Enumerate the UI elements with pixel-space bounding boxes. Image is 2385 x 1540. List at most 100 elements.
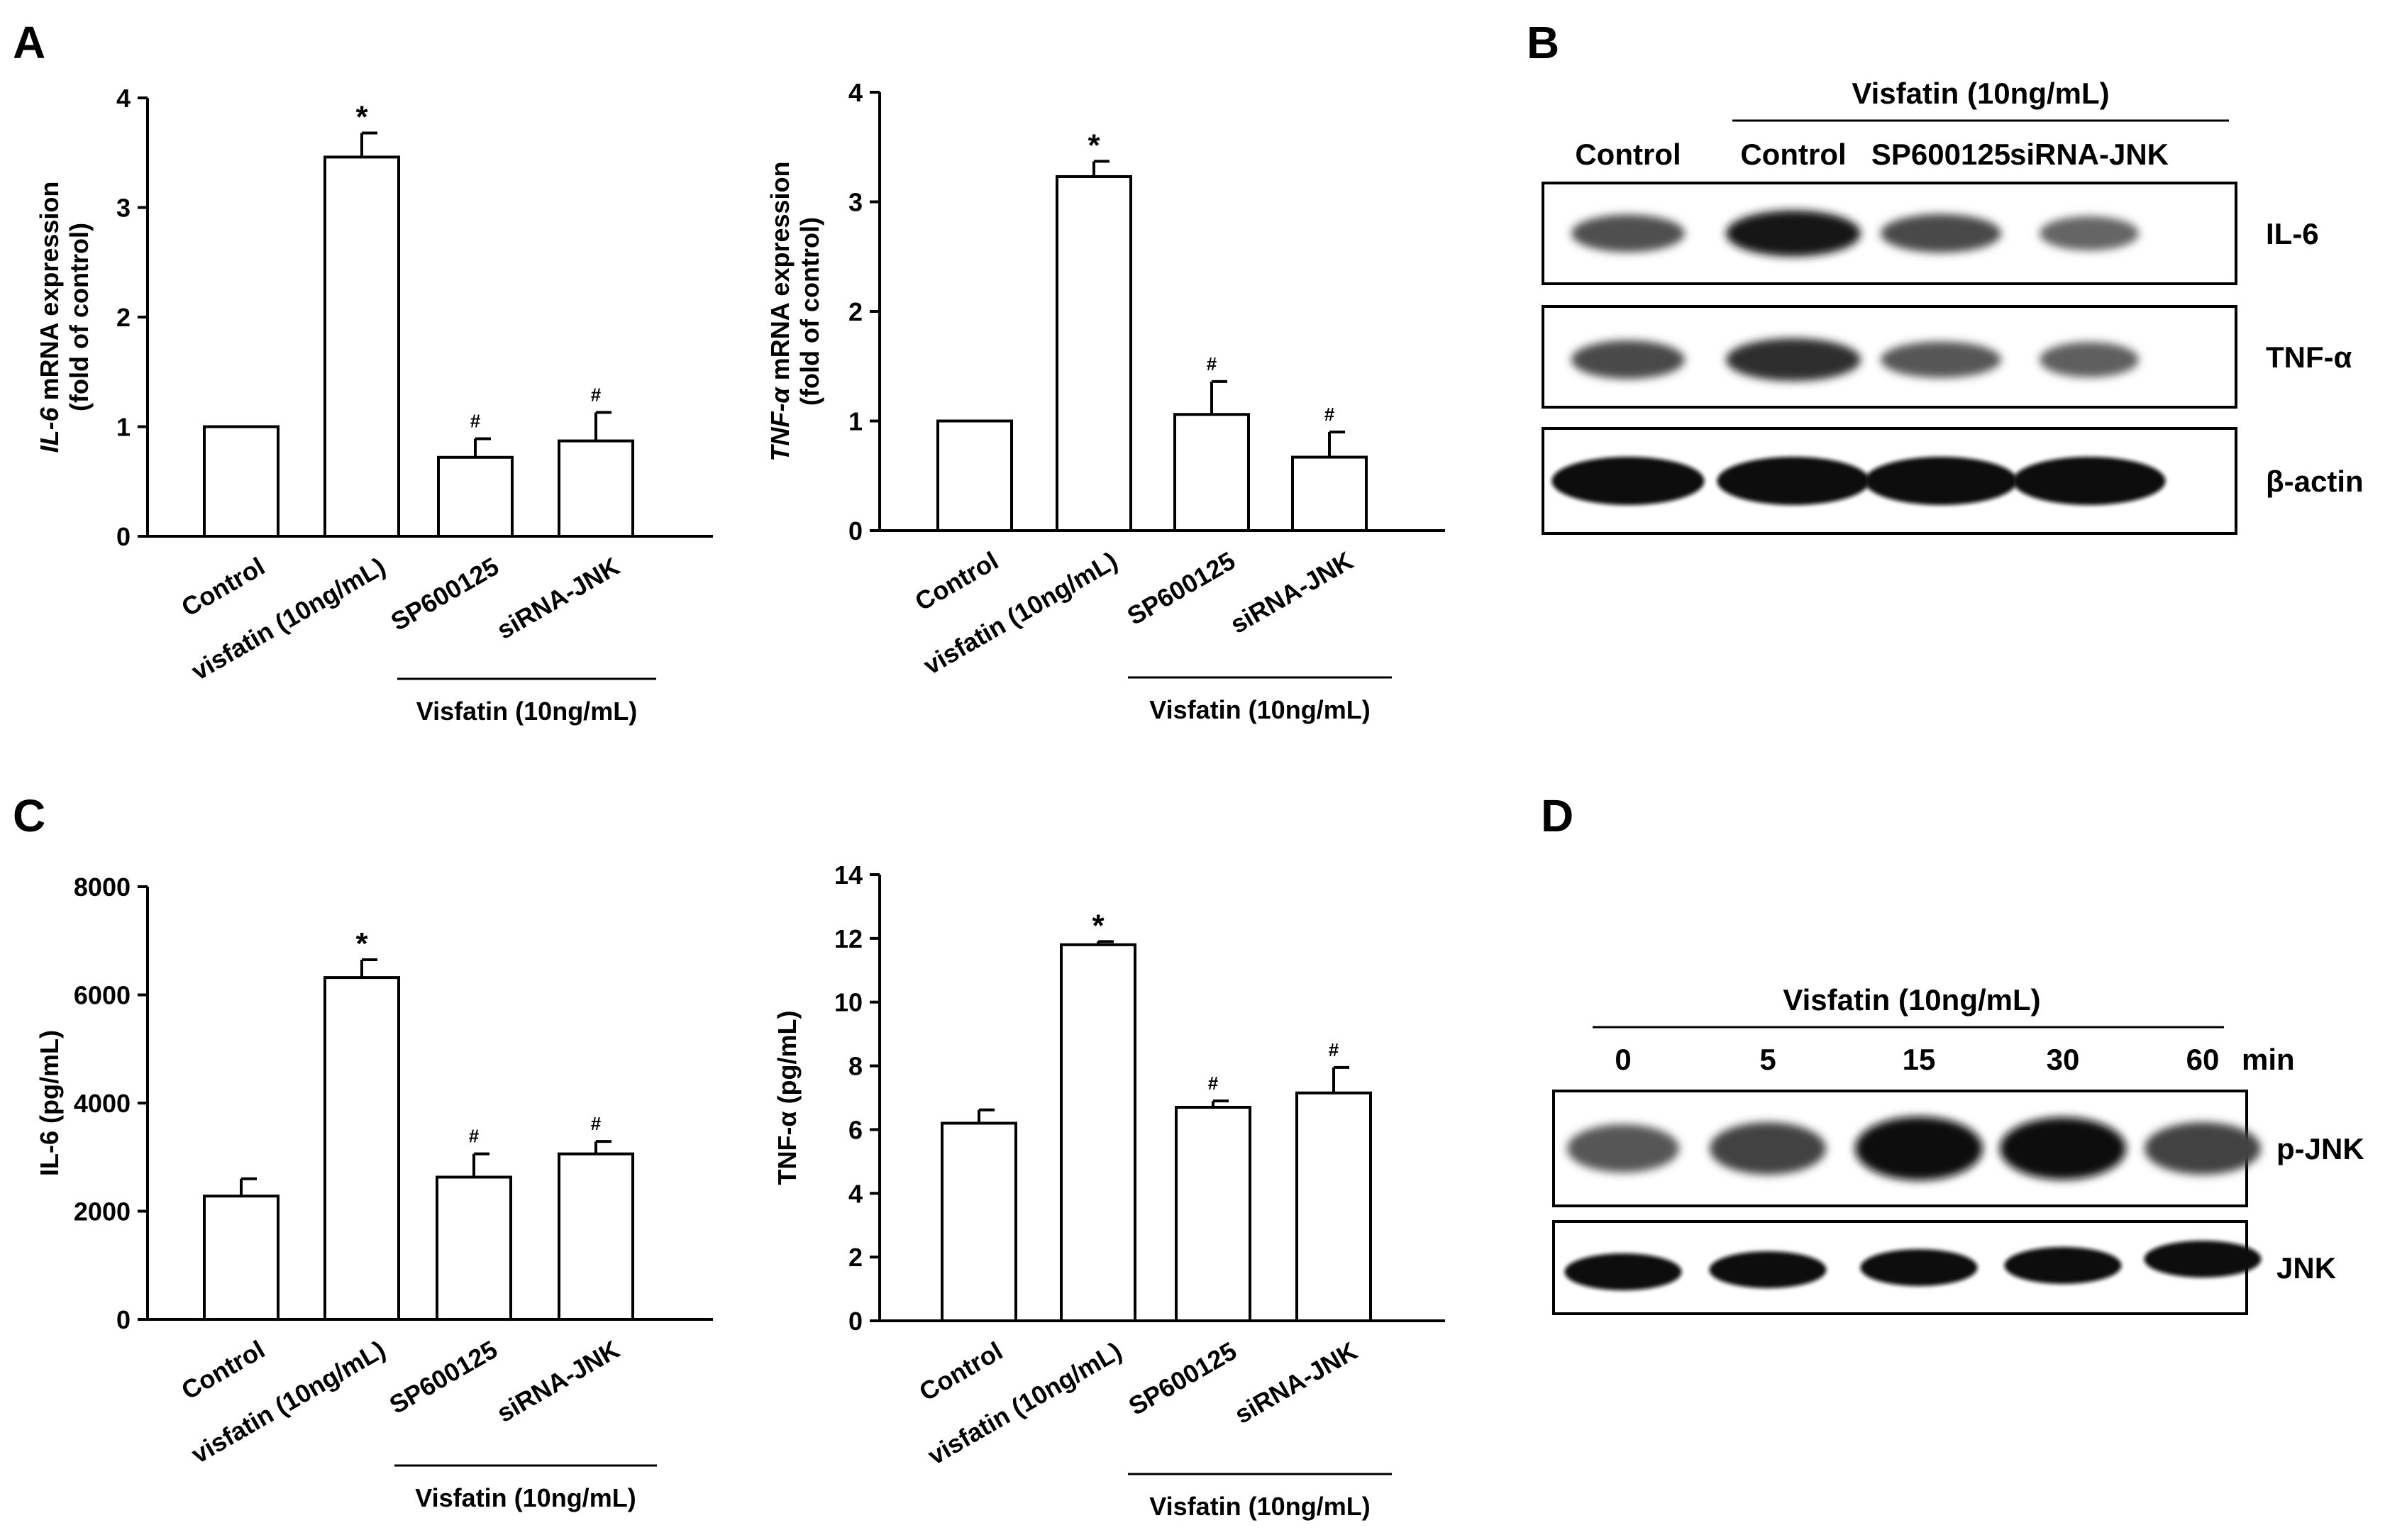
y-axis-label-2: (fold of control): [65, 223, 94, 411]
band: [2145, 1122, 2261, 1175]
y-tick-label: 2: [848, 297, 863, 326]
band: [2144, 1241, 2262, 1278]
time-label: 5: [1759, 1043, 1776, 1076]
x-tick-label: SP600125: [1124, 1336, 1241, 1421]
band: [1571, 340, 1685, 380]
y-axis-label: TNF-α mRNA expression: [765, 161, 795, 461]
band: [1551, 457, 1705, 505]
y-tick-label: 14: [834, 860, 863, 890]
x-tick-label: visfatin (10ng/mL): [187, 551, 390, 686]
band: [1726, 338, 1861, 382]
chart-il6-protein: 0 2000 4000 6000 8000 IL-6 (pg/mL) Control * vis…: [35, 873, 713, 1512]
bar: [558, 1152, 634, 1322]
significance-marker: #: [591, 384, 602, 405]
x-tick-label: visfatin (10ng/mL): [919, 545, 1122, 680]
bar: [203, 1195, 280, 1322]
significance-marker: *: [355, 926, 368, 961]
blot-row: β-actin: [1542, 427, 2364, 535]
blot-row: JNK: [1552, 1220, 2336, 1315]
significance-marker: #: [1324, 404, 1335, 425]
x-tick-label: siRNA-JNK: [492, 551, 624, 645]
band: [1564, 1253, 1682, 1290]
y-tick-label: 12: [834, 924, 863, 953]
x-tick-label: SP600125: [386, 551, 504, 636]
time-label: 15: [1903, 1043, 1936, 1076]
chart-tnfa-mrna: 0 1 2 3 4 TNF-α mRNA expression (fold of contr…: [765, 78, 1445, 724]
x-tick-label: SP600125: [1122, 545, 1240, 631]
bar: [1056, 175, 1132, 532]
significance-marker: #: [1208, 1073, 1219, 1094]
y-tick-label: 4: [848, 78, 863, 107]
band: [1860, 1249, 1978, 1286]
y-tick-label: 1: [848, 407, 863, 436]
y-tick-label: 0: [848, 1307, 863, 1336]
bar: [1173, 413, 1250, 532]
x-tick-label: SP600125: [384, 1334, 502, 1419]
y-tick-label: 2000: [74, 1197, 131, 1226]
significance-marker: *: [1092, 908, 1105, 943]
band: [2040, 216, 2139, 251]
band: [1709, 1251, 1827, 1288]
x-tick-label: siRNA-JNK: [492, 1334, 624, 1428]
bar: [323, 155, 400, 538]
y-tick-label: 1: [116, 413, 131, 442]
western-blot-b: Visfatin (10ng/mL)Control Control SP600125…: [1542, 77, 2364, 535]
y-tick-label: 4: [848, 1179, 863, 1208]
bar: [436, 1175, 512, 1322]
significance-marker: #: [470, 410, 481, 431]
y-tick-label: 10: [834, 988, 863, 1017]
band: [1726, 210, 1861, 257]
y-tick-label: 0: [848, 516, 863, 545]
band: [1571, 214, 1685, 253]
bar: [323, 976, 400, 1321]
bar: [1295, 1091, 1372, 1323]
x-tick-label: Control: [910, 545, 1003, 616]
group-label: Visfatin (10ng/mL): [416, 697, 637, 726]
time-label: 30: [2047, 1043, 2080, 1076]
panel-label-a: A: [13, 17, 45, 68]
y-tick-label: 4000: [74, 1089, 131, 1118]
significance-marker: *: [355, 99, 368, 134]
time-label: 0: [1615, 1043, 1631, 1076]
time-unit: min: [2242, 1043, 2295, 1076]
y-tick-label: 0: [116, 1305, 131, 1334]
chart-tnfa-protein: 0 2 4 6 8 10 12 14 TNF-α (pg/mL) Control * visfatin…: [773, 860, 1445, 1521]
western-blot-d: Visfatin (10ng/mL) 0 5 15 30 60 min p-JNK JNK: [1552, 983, 2364, 1315]
blot-row-label: TNF-α: [2266, 340, 2352, 374]
blot-row: p-JNK: [1552, 1090, 2364, 1207]
y-tick-label: 6000: [74, 981, 131, 1010]
y-tick-label: 4: [116, 84, 131, 113]
blot-row-label: β-actin: [2266, 465, 2364, 498]
lane-label: siRNA-JNK: [2010, 138, 2169, 171]
band: [1717, 457, 1870, 505]
x-tick-label: siRNA-JNK: [1229, 1336, 1362, 1429]
x-tick-label: visfatin (10ng/mL): [187, 1334, 390, 1469]
group-label: Visfatin (10ng/mL): [1149, 1492, 1370, 1521]
treatment-label: Visfatin (10ng/mL): [1783, 983, 2040, 1016]
group-label: Visfatin (10ng/mL): [415, 1483, 636, 1512]
chart-il6-mrna: 0 1 2 3 4 IL-6 mRNA expression (fold of contro…: [35, 84, 713, 726]
bar: [1291, 455, 1368, 532]
bar: [936, 419, 1013, 532]
y-tick-label: 2: [848, 1243, 863, 1272]
significance-marker: #: [469, 1126, 480, 1147]
y-tick-label: 8: [848, 1052, 863, 1081]
y-tick-label: 6: [848, 1115, 863, 1144]
blot-row: IL-6: [1542, 182, 2319, 285]
bar: [1175, 1105, 1251, 1322]
x-tick-label: Control: [914, 1336, 1007, 1406]
group-label: Visfatin (10ng/mL): [1149, 695, 1370, 724]
x-tick-label: visfatin (10ng/mL): [923, 1336, 1127, 1470]
band: [1855, 1117, 1983, 1180]
panel-label-c: C: [13, 790, 45, 841]
blot-row-label: p-JNK: [2276, 1132, 2364, 1165]
band: [2013, 457, 2166, 505]
blot-row-label: IL-6: [2266, 217, 2319, 250]
y-axis-label: IL-6 mRNA expression: [35, 182, 64, 453]
y-axis-label-2: (fold of control): [795, 217, 824, 406]
significance-marker: #: [591, 1113, 602, 1134]
x-tick-label: Control: [177, 1334, 270, 1405]
x-tick-label: Control: [177, 551, 270, 621]
band: [1881, 214, 2001, 253]
panel-label-d: D: [1541, 790, 1573, 841]
